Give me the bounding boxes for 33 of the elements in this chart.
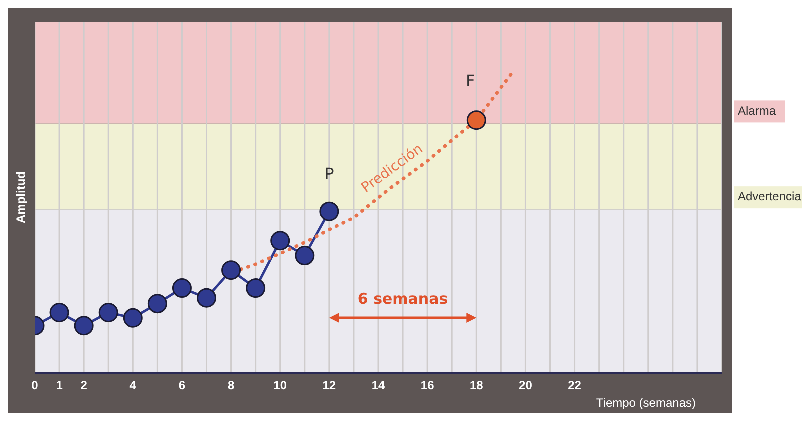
x-tick-label: 16 <box>420 378 435 393</box>
point <box>50 303 70 323</box>
x-tick-label: 6 <box>178 378 186 393</box>
point <box>123 308 143 328</box>
point <box>222 260 242 280</box>
point <box>246 278 266 298</box>
point <box>98 303 118 323</box>
x-tick-label: 4 <box>130 378 137 393</box>
band-label: Alarma <box>738 104 776 118</box>
x-tick-label: 1 <box>56 378 64 393</box>
point <box>74 316 94 336</box>
x-tick-label: 10 <box>274 378 288 393</box>
band-label: Advertencia <box>738 190 802 204</box>
point <box>320 202 340 222</box>
annotation: F <box>466 71 476 90</box>
point <box>148 294 168 314</box>
x-tick-label: 14 <box>372 378 386 393</box>
point <box>172 278 192 298</box>
x-tick-label: 12 <box>322 378 336 393</box>
point <box>295 246 315 266</box>
x-tick-label: 8 <box>228 378 235 393</box>
annotation: 6 semanas <box>358 290 448 308</box>
point <box>270 231 290 251</box>
x-tick-label: 22 <box>568 378 582 393</box>
x-tick-label: 20 <box>519 378 533 393</box>
annotation: P <box>324 164 335 184</box>
x-tick-label: 2 <box>80 378 88 393</box>
point <box>466 110 486 130</box>
y-axis-title: Amplitud <box>14 172 28 224</box>
x-axis-title: Tiempo (semanas) <box>596 396 696 410</box>
x-tick-label: 18 <box>470 378 484 393</box>
point <box>197 288 216 308</box>
x-tick-label: 0 <box>32 378 39 393</box>
